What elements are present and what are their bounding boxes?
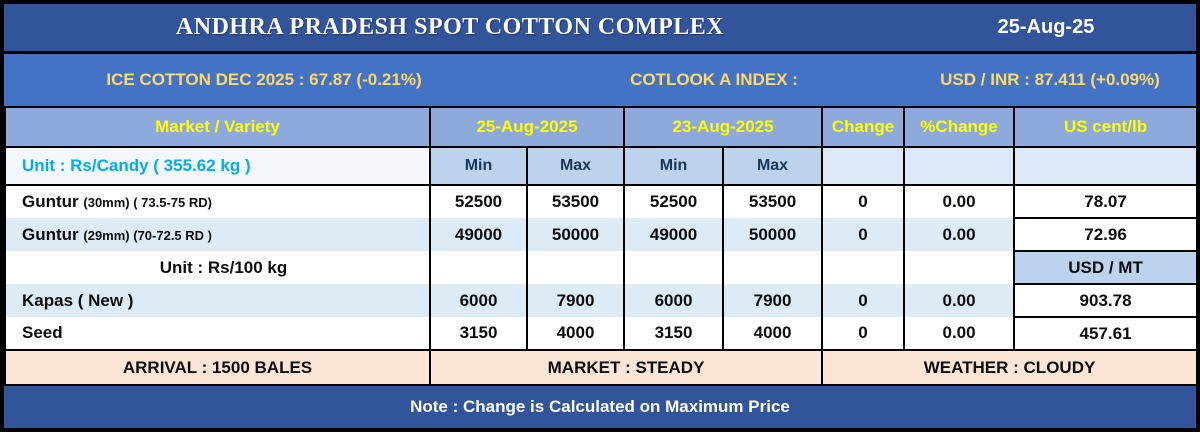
cell-prev-min: 52500 xyxy=(623,184,725,218)
col-header-date-current: 25-Aug-2025 xyxy=(428,106,626,148)
cell-cur-min: 52500 xyxy=(429,184,528,218)
market-spec: (29mm) (70-72.5 RD ) xyxy=(83,227,212,243)
cell-cur-max: 4000 xyxy=(525,317,626,351)
cell-prev-min: 49000 xyxy=(623,218,725,251)
cell-pct-change: 0.00 xyxy=(903,284,1016,317)
cell-cur-min: 3150 xyxy=(429,317,528,351)
col-header-market-variety: Market / Variety xyxy=(4,106,431,148)
unit-100kg-label: Unit : Rs/100 kg xyxy=(4,251,431,284)
col-header-date-previous: 23-Aug-2025 xyxy=(623,106,824,148)
cell-usd-mt: 457.61 xyxy=(1013,316,1196,351)
subheader-empty-pct xyxy=(903,146,1016,186)
col-header-us-cent-lb: US cent/lb xyxy=(1013,106,1196,148)
cell-usd-mt: 903.78 xyxy=(1013,283,1196,318)
cell-prev-max: 4000 xyxy=(722,317,824,351)
market-name: Guntur xyxy=(22,192,79,211)
ice-cotton-quote: ICE COTTON DEC 2025 : 67.87 (-0.21%) xyxy=(106,70,422,89)
max-header-current: Max xyxy=(525,146,626,186)
subheader-row: Unit : Rs/Candy ( 355.62 kg ) Min Max Mi… xyxy=(4,146,1196,186)
cell-prev-max: 7900 xyxy=(722,284,824,317)
row-seed: Seed 3150 4000 3150 4000 0 0.00 457.61 xyxy=(4,316,1196,351)
row-guntur-29mm: Guntur (29mm) (70-72.5 RD ) 49000 50000 … xyxy=(4,217,1196,252)
price-table: Market / Variety 25-Aug-2025 23-Aug-2025… xyxy=(4,106,1196,386)
cell-us-cent: 78.07 xyxy=(1013,184,1196,219)
cell-pct-change: 0.00 xyxy=(903,184,1016,218)
max-header-previous: Max xyxy=(722,146,824,186)
cell-pct-change: 0.00 xyxy=(903,218,1016,251)
arrival-status: ARRIVAL : 1500 BALES xyxy=(4,349,431,386)
cell-cur-max: 50000 xyxy=(525,218,626,251)
cell-change: 0 xyxy=(821,284,906,317)
cell-prev-max: 50000 xyxy=(722,218,824,251)
cell-cur-min: 49000 xyxy=(429,218,528,251)
cell-change: 0 xyxy=(821,184,906,218)
unit-candy-label: Unit : Rs/Candy ( 355.62 kg ) xyxy=(4,146,431,186)
usd-inr-quote: USD / INR : 87.411 (+0.09%) xyxy=(940,70,1160,89)
subheader-empty-change xyxy=(821,146,906,186)
weather-status: WEATHER : CLOUDY xyxy=(821,349,1196,386)
cell-pct-change: 0.00 xyxy=(903,317,1016,351)
usd-mt-header: USD / MT xyxy=(1013,250,1196,285)
row-unit-100kg: Unit : Rs/100 kg USD / MT xyxy=(4,250,1196,285)
cell-change: 0 xyxy=(821,218,906,251)
cotlook-index-label: COTLOOK A INDEX : xyxy=(630,70,798,89)
table-header-row: Market / Variety 25-Aug-2025 23-Aug-2025… xyxy=(4,106,1196,148)
market-spec: (30mm) ( 73.5-75 RD) xyxy=(83,195,212,210)
indices-bar: ICE COTTON DEC 2025 : 67.87 (-0.21%) COT… xyxy=(4,54,1196,106)
cell-prev-max: 53500 xyxy=(722,184,824,218)
cell-cur-max: 53500 xyxy=(525,184,626,218)
cell-prev-min: 6000 xyxy=(623,284,725,317)
row-guntur-30mm: Guntur (30mm) ( 73.5-75 RD) 52500 53500 … xyxy=(4,184,1196,219)
min-header-current: Min xyxy=(429,146,528,186)
status-bar: ARRIVAL : 1500 BALES MARKET : STEADY WEA… xyxy=(4,349,1196,386)
col-header-change: Change xyxy=(821,106,906,148)
col-header-pct-change: %Change xyxy=(903,106,1016,148)
cell-change: 0 xyxy=(821,317,906,351)
min-header-previous: Min xyxy=(623,146,725,186)
cell-us-cent: 72.96 xyxy=(1013,217,1196,252)
market-status: MARKET : STEADY xyxy=(428,349,824,386)
row-kapas: Kapas ( New ) 6000 7900 6000 7900 0 0.00… xyxy=(4,283,1196,318)
footer-note: Note : Change is Calculated on Maximum P… xyxy=(410,397,790,416)
cell-cur-max: 7900 xyxy=(525,284,626,317)
market-name: Seed xyxy=(22,323,63,342)
report-date: 25-Aug-25 xyxy=(997,16,1095,38)
market-name: Guntur xyxy=(22,224,79,244)
market-name: Kapas ( New ) xyxy=(22,290,134,310)
title-bar: ANDHRA PRADESH SPOT COTTON COMPLEX 25-Au… xyxy=(4,4,1196,54)
footer-bar: Note : Change is Calculated on Maximum P… xyxy=(4,386,1196,428)
subheader-empty-uscent xyxy=(1013,146,1196,186)
cell-cur-min: 6000 xyxy=(429,284,528,317)
cell-prev-min: 3150 xyxy=(623,317,725,351)
report-title: ANDHRA PRADESH SPOT COTTON COMPLEX xyxy=(175,14,725,40)
